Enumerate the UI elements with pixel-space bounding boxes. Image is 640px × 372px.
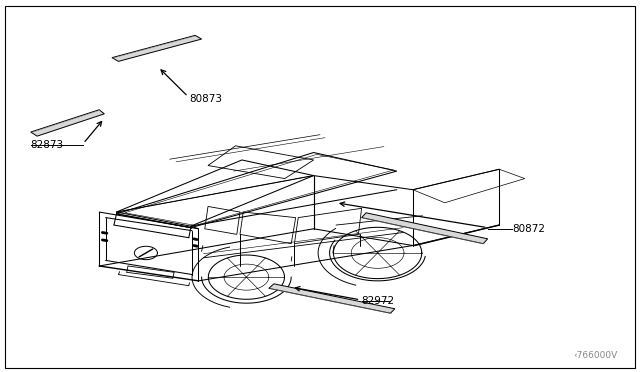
Text: 82972: 82972 bbox=[362, 296, 395, 306]
Text: 80872: 80872 bbox=[512, 224, 545, 234]
Polygon shape bbox=[112, 35, 202, 61]
Text: 80873: 80873 bbox=[189, 94, 222, 103]
Polygon shape bbox=[31, 110, 104, 136]
Text: 82873: 82873 bbox=[31, 140, 64, 150]
Polygon shape bbox=[269, 284, 395, 313]
Text: ‹766000V: ‹766000V bbox=[573, 351, 618, 360]
Polygon shape bbox=[362, 213, 488, 244]
